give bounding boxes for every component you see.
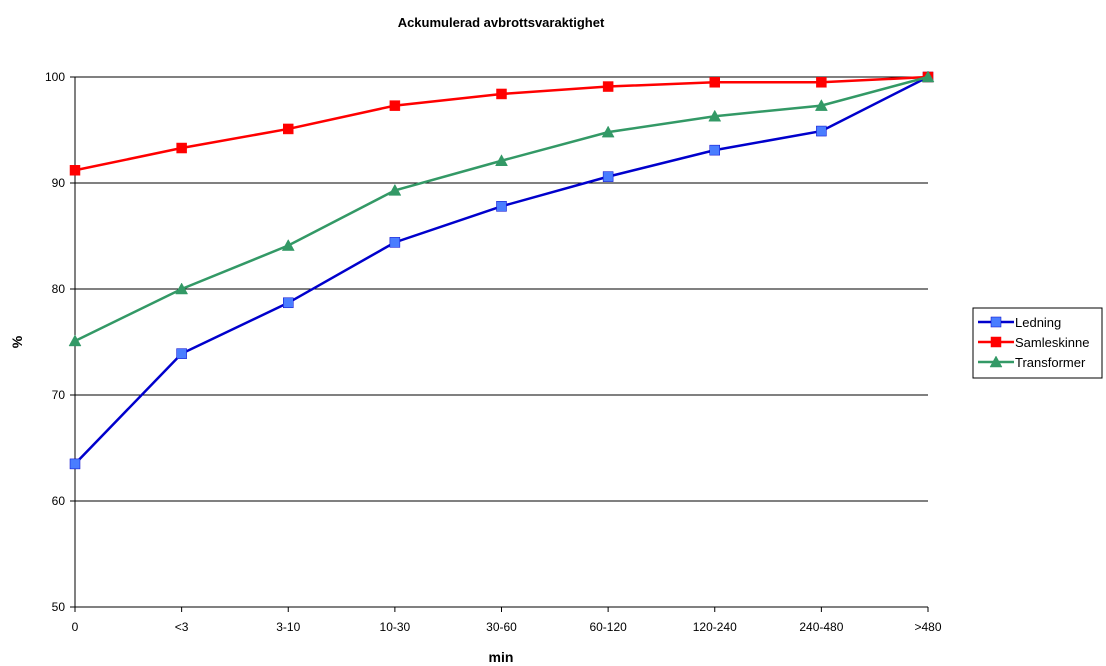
x-tick-label: >480 <box>914 620 941 634</box>
data-point <box>283 297 294 309</box>
data-point <box>814 99 828 111</box>
legend-marker <box>990 316 1002 328</box>
data-point <box>389 237 401 248</box>
data-point <box>281 239 295 251</box>
x-tick-label: 3-10 <box>276 620 300 634</box>
data-point <box>816 77 827 88</box>
data-point <box>388 183 402 196</box>
data-point <box>283 123 294 135</box>
data-point <box>709 77 720 88</box>
series-transformer <box>68 70 935 347</box>
y-tick-label: 100 <box>45 70 65 84</box>
data-point <box>175 282 189 295</box>
data-point <box>495 154 508 166</box>
data-point <box>602 81 614 92</box>
series-line <box>74 75 929 465</box>
data-point <box>496 88 507 100</box>
y-tick-label: 90 <box>52 176 66 190</box>
data-point <box>816 125 827 137</box>
data-point <box>708 109 722 122</box>
series-lines <box>68 70 935 470</box>
data-point <box>602 171 614 182</box>
data-point <box>921 70 935 83</box>
x-tick-labels: 0 <3 3-10 10-30 30-60 60-120 120-240 240-480 >48… <box>72 620 942 634</box>
legend-label: Ledning <box>1015 315 1061 330</box>
series-ledning <box>69 71 934 470</box>
legend: Ledning Samleskinne Transformer <box>972 307 1103 379</box>
x-tick-label: 120-240 <box>693 620 737 634</box>
y-tick-label: 60 <box>52 494 66 508</box>
x-tick-label: 0 <box>72 620 79 634</box>
chart-title: Ackumulerad avbrottsvaraktighet <box>398 15 605 30</box>
y-axis-label: % <box>9 335 25 348</box>
data-point <box>176 142 187 154</box>
legend-item-transformer: Transformer <box>978 355 1086 370</box>
x-tick-label: 60-120 <box>589 620 627 634</box>
gridlines <box>75 76 928 502</box>
x-tick-label: 240-480 <box>799 620 843 634</box>
x-axis-label: min <box>489 649 514 665</box>
legend-label: Samleskinne <box>1015 335 1089 350</box>
legend-marker <box>989 355 1003 368</box>
x-tick-label: 30-60 <box>486 620 517 634</box>
y-tick-label: 50 <box>52 600 66 614</box>
data-point <box>68 334 82 347</box>
legend-item-samleskinne: Samleskinne <box>978 335 1089 350</box>
y-tick-labels: 50 60 70 80 90 100 <box>45 70 65 614</box>
data-point <box>69 458 81 470</box>
legend-label: Transformer <box>1015 355 1086 370</box>
data-point <box>709 144 720 156</box>
data-point <box>176 348 187 359</box>
series-samleskinne <box>69 71 934 176</box>
data-point <box>496 201 507 212</box>
data-point <box>601 125 615 138</box>
legend-marker <box>990 336 1002 348</box>
x-tick-label: 10-30 <box>380 620 411 634</box>
data-point <box>389 100 401 111</box>
data-point <box>69 165 81 176</box>
y-tick-label: 80 <box>52 282 66 296</box>
x-tick-label: <3 <box>175 620 189 634</box>
legend-item-ledning: Ledning <box>978 315 1061 330</box>
y-tick-label: 70 <box>52 388 66 402</box>
